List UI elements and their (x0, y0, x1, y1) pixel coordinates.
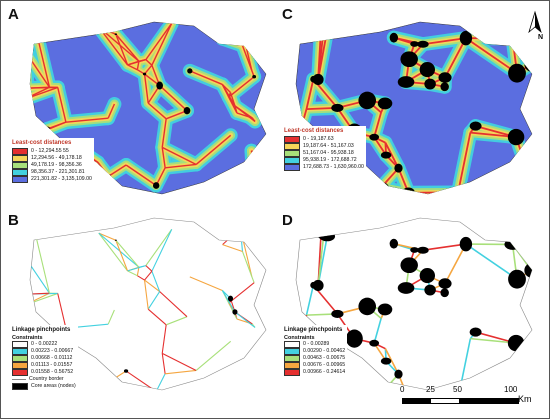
legend-b-row: 0.01558 - 0.56752 (12, 369, 76, 377)
legend-d-subtitle: Constraints (284, 334, 315, 341)
legend-swatch (12, 355, 28, 363)
legend-a: Least-cost distances 0 - 12,294.55 55 12,… (10, 138, 94, 185)
core-areas-swatch (12, 382, 28, 390)
scale-tick-50: 50 (453, 385, 462, 394)
legend-swatch (12, 369, 28, 377)
panel-label-b: B (8, 212, 19, 229)
legend-swatch (284, 355, 300, 363)
scale-tick-100: 100 (504, 385, 518, 394)
legend-swatch (284, 135, 300, 143)
legend-swatch (284, 348, 300, 356)
legend-b-row: 0.00223 - 0.00667 (12, 348, 76, 356)
legend-swatch (284, 142, 300, 150)
legend-label: 172,688.73 - 1,630,960.00 (303, 163, 364, 170)
panel-d: D (278, 210, 548, 414)
legend-label: 0 - 0.00222 (31, 341, 58, 348)
legend-label: 95,938.19 - 172,688.72 (303, 156, 357, 163)
map-c (295, 21, 533, 195)
legend-c-row: 19,187.64 - 51,167.03 (284, 142, 364, 150)
legend-swatch (284, 149, 300, 157)
legend-a-row: 221,301.82 - 3,135,109.00 (12, 175, 92, 183)
legend-label: 0.01113 - 0.01557 (31, 362, 73, 369)
legend-b-row: 0 - 0.00222 (12, 341, 76, 349)
legend-c-title: Least-cost distances (284, 128, 344, 134)
legend-a-row: 49,178.19 - 98,356.36 (12, 161, 92, 169)
panel-label-d: D (282, 212, 293, 229)
legend-c-row: 0 - 19,187.63 (284, 135, 364, 143)
legend-label: 0 - 0.00289 (303, 341, 330, 348)
legend-d-row: 0 - 0.00289 (284, 341, 345, 349)
north-arrow-icon (528, 10, 542, 34)
panel-b: B (4, 210, 274, 414)
legend-a-row: 98,356.37 - 221,301.81 (12, 168, 92, 176)
scale-bar-graphic (402, 398, 519, 404)
legend-label: 0.00668 - 0.01112 (31, 355, 73, 362)
legend-swatch (284, 163, 300, 171)
legend-swatch (284, 156, 300, 164)
legend-swatch (284, 362, 300, 370)
legend-label: 0.00966 - 0.24614 (303, 369, 346, 376)
legend-swatch (12, 154, 28, 162)
legend-swatch (12, 147, 28, 155)
legend-label: 0 - 19,187.63 (303, 135, 334, 142)
legend-label: 12,294.56 - 49,178.18 (31, 154, 82, 161)
panel-c: C N (278, 4, 548, 208)
legend-a-row: 12,294.56 - 49,178.18 (12, 154, 92, 162)
legend-swatch (284, 369, 300, 377)
legend-d-row: 0.00463 - 0.00675 (284, 355, 346, 363)
legend-label: 51,167.04 - 95,938.18 (303, 149, 354, 156)
legend-label: 0.01558 - 0.56752 (31, 369, 74, 376)
legend-b: Linkage pinchpoints Constraints 0 - 0.00… (10, 325, 78, 392)
scale-tick-25: 25 (426, 385, 435, 394)
core-areas-label: Core areas (nodes) (31, 382, 76, 389)
north-label: N (538, 34, 544, 41)
legend-swatch (12, 161, 28, 169)
legend-swatch (12, 175, 28, 183)
legend-d: Linkage pinchpoints Constraints 0 - 0.00… (282, 325, 348, 379)
legend-b-nodes-row: Core areas (nodes) (12, 382, 76, 390)
legend-label: 0.00676 - 0.00965 (303, 362, 346, 369)
legend-b-row: 0.00668 - 0.01112 (12, 355, 76, 363)
legend-a-row: 0 - 12,294.55 55 (12, 147, 92, 155)
panel-label-a: A (8, 6, 19, 23)
legend-c: Least-cost distances 0 - 19,187.63 19,187… (282, 126, 366, 173)
scale-bar: 0 25 50 100 Km (400, 385, 540, 415)
legend-d-title: Linkage pinchpoints (284, 327, 343, 333)
map-d (295, 217, 533, 391)
legend-label: 19,187.64 - 51,167.03 (303, 142, 354, 149)
scale-unit: Km (518, 394, 532, 404)
legend-label: 98,356.37 - 221,301.81 (31, 168, 85, 175)
legend-a-title: Least-cost distances (12, 140, 72, 146)
legend-label: 221,301.82 - 3,135,109.00 (31, 175, 92, 182)
legend-c-row: 95,938.19 - 172,688.72 (284, 156, 364, 164)
legend-swatch (284, 341, 300, 349)
panel-label-c: C (282, 6, 293, 23)
legend-swatch (12, 348, 28, 356)
country-border-swatch (12, 378, 26, 380)
legend-c-row: 51,167.04 - 95,938.18 (284, 149, 364, 157)
legend-label: 0.00290 - 0.00462 (303, 348, 346, 355)
legend-b-row: 0.01113 - 0.01557 (12, 362, 76, 370)
legend-d-row: 0.00290 - 0.00462 (284, 348, 346, 356)
legend-label: 0 - 12,294.55 55 (31, 147, 69, 154)
legend-label: 0.00463 - 0.00675 (303, 355, 346, 362)
legend-b-border-row: Country border (12, 376, 76, 383)
legend-label: 0.00223 - 0.00667 (31, 348, 74, 355)
map-b (29, 217, 267, 391)
legend-label: 49,178.19 - 98,356.36 (31, 161, 82, 168)
legend-d-row: 0.00676 - 0.00965 (284, 362, 346, 370)
legend-b-subtitle: Constraints (12, 334, 43, 341)
country-border-label: Country border (29, 376, 64, 383)
legend-swatch (12, 341, 28, 349)
legend-b-title: Linkage pinchpoints (12, 327, 71, 333)
legend-c-row: 172,688.73 - 1,630,960.00 (284, 163, 364, 171)
scale-tick-0: 0 (400, 385, 405, 394)
legend-swatch (12, 362, 28, 370)
legend-swatch (12, 168, 28, 176)
legend-d-row: 0.00966 - 0.24614 (284, 369, 346, 377)
